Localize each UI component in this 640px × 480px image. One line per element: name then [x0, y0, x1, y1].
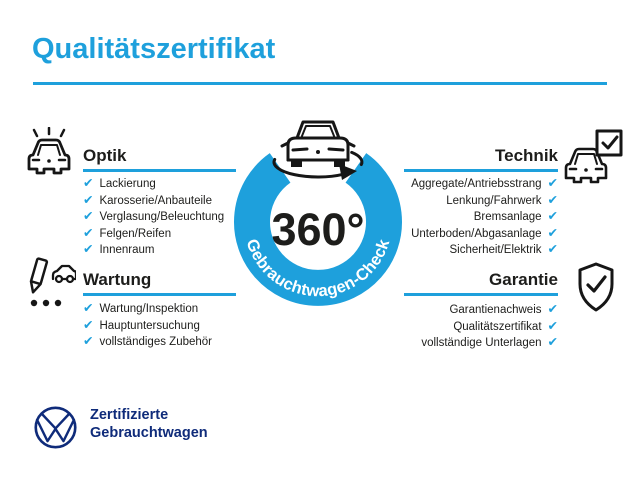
vw-logo [34, 406, 77, 449]
check-icon: ✔ [547, 175, 558, 190]
360-check-badge: Gebrauchtwagen-Check 360° [234, 120, 402, 306]
checklist-item: Unterboden/Abgasanlage ✔ [411, 226, 558, 243]
checklist-item-label: Garantienachweis [449, 304, 542, 317]
shield-check-icon [578, 262, 614, 312]
check-icon: ✔ [83, 316, 94, 332]
checklist-item-label: Unterboden/Abgasanlage [411, 227, 542, 240]
section-divider-optik [83, 169, 236, 172]
checklist-item-label: vollständige Unterlagen [421, 337, 542, 350]
check-icon: ✔ [83, 224, 94, 240]
checklist-item-label: Hauptuntersuchung [99, 319, 200, 332]
title-divider [33, 82, 607, 85]
check-icon: ✔ [83, 175, 94, 190]
checklist-item-label: Wartung/Inspektion [99, 303, 199, 316]
checklist-technik: Aggregate/Antriebsstrang ✔ Lenkung/Fahrwe… [411, 176, 558, 259]
check-icon: ✔ [83, 208, 94, 223]
checklist-optik: ✔ Lackierung ✔ Karosserie/Anbauteile ✔ Verg… [83, 176, 224, 259]
checklist-item: Qualitätszertifikat ✔ [453, 319, 558, 336]
check-icon: ✔ [83, 241, 94, 256]
checklist-item: ✔ Innenraum [83, 242, 224, 259]
check-icon: ✔ [547, 241, 558, 256]
checklist-item: Aggregate/Antriebsstrang ✔ [411, 176, 558, 193]
check-icon: ✔ [547, 208, 558, 223]
section-title-garantie: Garantie [489, 270, 558, 289]
car-shine-icon [27, 127, 71, 175]
check-icon: ✔ [547, 334, 558, 349]
checklist-item: ✔ Verglasung/Beleuchtung [83, 209, 224, 226]
section-title-wartung: Wartung [83, 270, 152, 289]
service-checklist-icon [29, 257, 76, 307]
checklist-item: ✔ Wartung/Inspektion [83, 301, 212, 318]
footer-brand-label: Zertifizierte Gebrauchtwagen [90, 406, 208, 442]
section-title-technik: Technik [495, 146, 558, 165]
checklist-item-label: Felgen/Reifen [99, 227, 172, 240]
footer-line1: Zertifizierte [90, 407, 169, 423]
degree-label: 360° [271, 204, 364, 255]
checklist-item: ✔ Felgen/Reifen [83, 226, 224, 243]
checklist-garantie: Garantienachweis ✔ Qualitätszertifikat ✔ v… [421, 302, 558, 352]
checklist-item: Garantienachweis ✔ [449, 302, 558, 319]
section-divider-garantie [404, 293, 558, 296]
checklist-item: ✔ Hauptuntersuchung [83, 318, 212, 335]
section-divider-wartung [83, 293, 236, 296]
section-title-optik: Optik [83, 146, 127, 165]
checklist-item-label: vollständiges Zubehör [99, 336, 212, 349]
check-icon: ✔ [547, 301, 558, 316]
checklist-item: ✔ vollständiges Zubehör [83, 334, 212, 351]
car-checkbox-icon [564, 129, 623, 184]
checklist-item: ✔ Lackierung [83, 176, 224, 193]
checklist-item-label: Karosserie/Anbauteile [99, 194, 212, 207]
check-icon: ✔ [83, 300, 94, 315]
checklist-item-label: Lenkung/Fahrwerk [446, 194, 542, 207]
checklist-item: vollständige Unterlagen ✔ [421, 335, 558, 352]
checklist-item-label: Bremsanlage [473, 211, 542, 224]
checklist-wartung: ✔ Wartung/Inspektion ✔ Hauptuntersuchung ✔… [83, 301, 212, 351]
check-icon: ✔ [83, 191, 94, 207]
footer-line2: Gebrauchtwagen [90, 425, 208, 441]
checklist-item: Lenkung/Fahrwerk ✔ [446, 193, 558, 210]
check-icon: ✔ [547, 224, 558, 240]
section-divider-technik [404, 169, 558, 172]
car-rotation-icon [272, 120, 364, 180]
checklist-item: Sicherheit/Elektrik ✔ [449, 242, 558, 259]
checklist-item-label: Aggregate/Antriebsstrang [411, 178, 542, 191]
check-icon: ✔ [547, 191, 558, 207]
page-title: Qualitätszertifikat [32, 33, 276, 65]
checklist-item-label: Lackierung [99, 178, 156, 191]
checklist-item: ✔ Karosserie/Anbauteile [83, 193, 224, 210]
checklist-item-label: Sicherheit/Elektrik [449, 244, 542, 257]
check-icon: ✔ [83, 333, 94, 348]
checklist-item-label: Qualitätszertifikat [453, 320, 542, 333]
checklist-item-label: Innenraum [99, 244, 155, 257]
check-icon: ✔ [547, 317, 558, 333]
ring-shape [234, 153, 402, 306]
checklist-item: Bremsanlage ✔ [474, 209, 558, 226]
checklist-item-label: Verglasung/Beleuchtung [99, 211, 225, 224]
